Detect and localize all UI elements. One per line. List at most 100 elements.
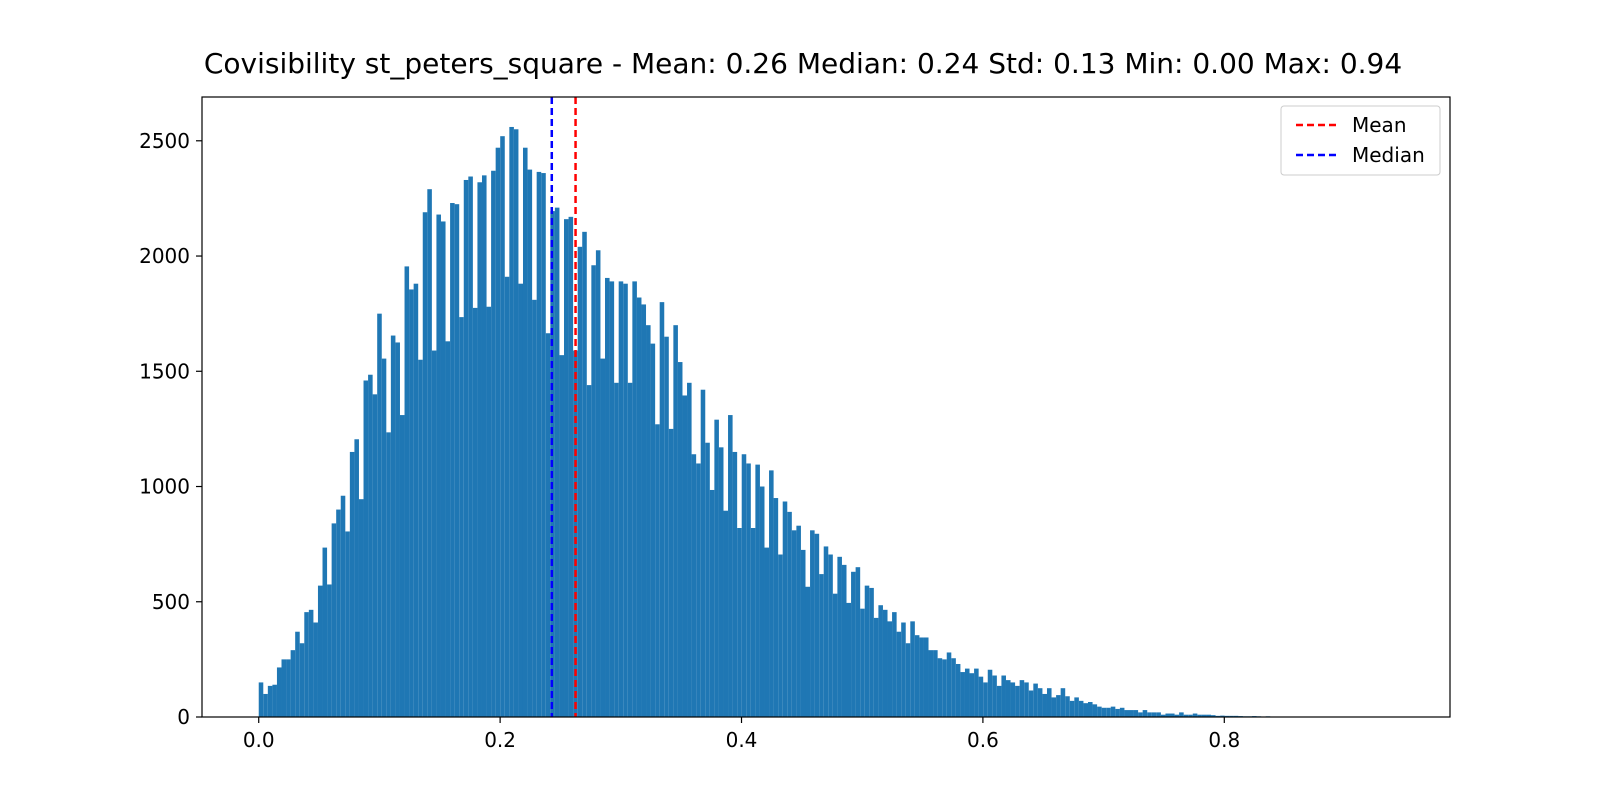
- histogram-bar: [1074, 697, 1079, 717]
- histogram-bar: [800, 549, 806, 717]
- y-tick-label: 0: [177, 705, 190, 729]
- histogram-bar: [427, 189, 432, 718]
- histogram-bar: [1160, 714, 1166, 717]
- histogram-bar: [819, 574, 824, 717]
- histogram-bar: [1060, 688, 1066, 717]
- y-tick-label: 1000: [139, 475, 190, 499]
- histogram-bar: [354, 439, 359, 717]
- histogram-bar: [1005, 680, 1011, 717]
- histogram-bar: [559, 355, 565, 717]
- histogram-bar: [431, 350, 437, 717]
- histogram-bar: [614, 382, 619, 717]
- histogram-bar: [796, 525, 801, 717]
- histogram-bar: [1028, 690, 1034, 717]
- histogram-bar: [1069, 700, 1075, 717]
- histogram-bar: [509, 126, 514, 717]
- histogram-bar: [1001, 675, 1006, 717]
- histogram-bar: [737, 528, 742, 717]
- histogram-bar: [340, 495, 346, 717]
- histogram-bar: [750, 528, 756, 717]
- histogram-bar: [395, 342, 400, 717]
- x-tick-label: 0.6: [967, 728, 999, 752]
- histogram-bar: [705, 442, 710, 717]
- histogram-bar: [946, 652, 952, 717]
- histogram-bar: [1056, 695, 1061, 717]
- histogram-bar: [937, 658, 943, 717]
- histogram-bar: [386, 432, 391, 717]
- histogram-bar: [1101, 707, 1107, 717]
- histogram-bar: [440, 221, 446, 717]
- histogram-bar: [290, 650, 296, 717]
- histogram-bar: [632, 281, 637, 717]
- histogram-bar: [778, 554, 783, 717]
- histogram-bar: [1192, 713, 1198, 717]
- histogram-bar: [1087, 702, 1093, 717]
- histogram-bar: [978, 676, 984, 717]
- histogram-bar: [281, 659, 287, 717]
- histogram-bar: [864, 585, 870, 717]
- histogram-bar: [600, 358, 606, 717]
- histogram-bar: [1151, 712, 1157, 717]
- histogram-bar: [372, 394, 378, 717]
- histogram-bar: [299, 643, 305, 717]
- histogram-bar: [1201, 714, 1207, 717]
- histogram-bar: [1170, 713, 1175, 717]
- histogram-bar: [618, 281, 624, 717]
- histogram-bar: [258, 682, 264, 717]
- histogram-bar: [586, 385, 592, 717]
- histogram-bar: [923, 637, 929, 717]
- histogram-bar: [1147, 712, 1152, 717]
- histogram-bar: [837, 556, 842, 717]
- histogram-bar: [627, 382, 633, 717]
- histogram-bar: [545, 333, 551, 717]
- y-axis-ticks: 0 500 1000 1500 2000 2500: [139, 129, 202, 729]
- histogram-bar: [399, 415, 405, 717]
- histogram-bar: [504, 276, 510, 717]
- histogram-bar: [787, 511, 792, 717]
- histogram-bar: [732, 451, 738, 717]
- histogram-bar: [317, 585, 323, 717]
- histogram-bar: [919, 637, 924, 717]
- histogram-bar: [1033, 683, 1038, 717]
- legend: Mean Median: [1280, 105, 1441, 176]
- histogram-bar: [541, 173, 546, 718]
- histogram-bar: [595, 250, 601, 718]
- histogram-bar: [677, 362, 683, 717]
- histogram-bar: [992, 675, 997, 717]
- histogram-bar: [1124, 710, 1130, 717]
- histogram-bar: [969, 673, 975, 717]
- histogram-bar: [1110, 706, 1116, 717]
- y-tick-label: 2000: [139, 244, 190, 268]
- histogram-bar: [436, 214, 441, 718]
- histogram-bar: [1156, 712, 1161, 717]
- histogram-bar: [996, 685, 1002, 717]
- y-tick-label: 1500: [139, 359, 190, 383]
- histogram-bar: [1097, 706, 1102, 717]
- histogram-bar: [983, 682, 988, 717]
- histogram-bar: [636, 297, 642, 717]
- histogram-bar: [518, 283, 523, 717]
- histogram-bar: [905, 643, 911, 717]
- histogram-bar: [1179, 712, 1184, 717]
- histogram-bar: [673, 325, 678, 717]
- legend-median-label: Median: [1352, 143, 1425, 167]
- histogram-bar: [276, 667, 282, 717]
- histogram-bar: [345, 531, 350, 717]
- histogram-bar: [286, 659, 291, 717]
- histogram-bar: [377, 313, 382, 717]
- x-tick-label: 0.0: [243, 728, 275, 752]
- histogram-bar: [313, 622, 318, 717]
- histogram-bar: [668, 428, 674, 717]
- histogram-bar: [1015, 685, 1020, 717]
- histogram-bar: [463, 179, 469, 717]
- histogram-bar: [336, 509, 341, 717]
- histogram-bar: [650, 343, 656, 717]
- histogram-bar: [928, 650, 934, 717]
- histogram-bar: [892, 612, 897, 717]
- histogram-bar: [486, 306, 492, 717]
- histogram-bar: [481, 175, 487, 717]
- histogram-bar: [454, 204, 460, 717]
- histogram-bar: [773, 498, 779, 717]
- histogram-bar: [828, 554, 833, 717]
